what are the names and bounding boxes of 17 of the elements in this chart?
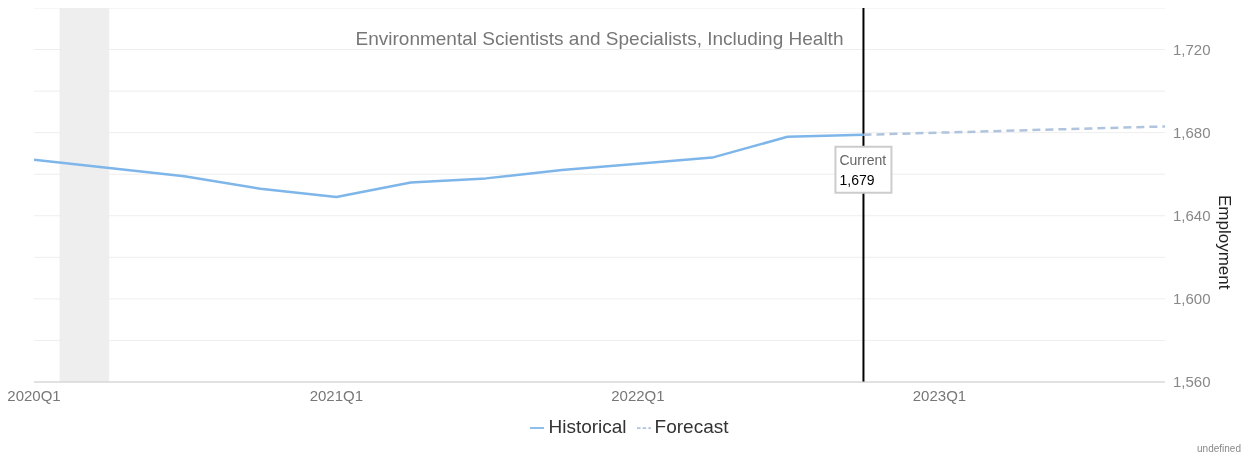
legend-label: Forecast	[654, 416, 729, 437]
line-series	[862, 125, 1165, 136]
text: Environmental Scientists and Specialists, Including Health	[354, 28, 845, 50]
x-tick-label: 2023Q1	[912, 386, 967, 404]
y-tick-label: 1,640	[1173, 207, 1211, 225]
x-tick-label: 2021Q1	[309, 386, 364, 404]
y-tick-label: 1,720	[1173, 40, 1211, 58]
y-tick-label: 1,600	[1173, 290, 1211, 308]
ref-line-label: Current	[839, 151, 887, 168]
text: undefined	[1197, 443, 1241, 454]
legend-label: Historical	[548, 416, 627, 437]
y-axis-title: Employment	[1214, 195, 1234, 290]
x-tick-label: 2020Q1	[7, 386, 61, 404]
y-tick-label: 1,560	[1173, 373, 1211, 391]
y-tick-label: 1,680	[1173, 123, 1211, 141]
annotation: 1,679	[839, 171, 875, 188]
x-tick-label: 2022Q1	[611, 386, 665, 404]
